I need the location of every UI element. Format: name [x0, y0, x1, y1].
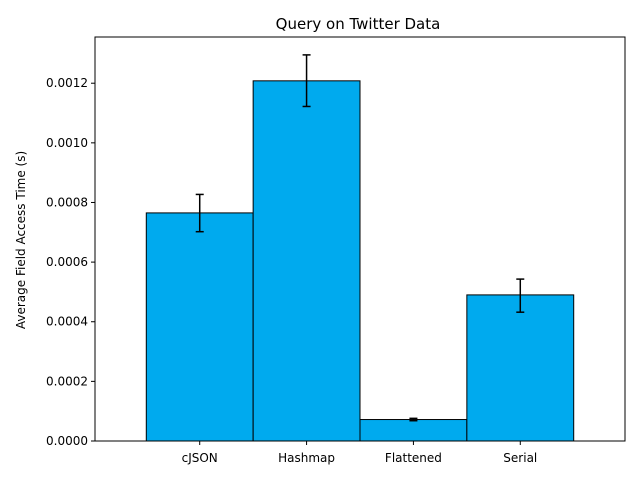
y-axis-label: Average Field Access Time (s)	[14, 151, 28, 329]
x-tick-label-flattened: Flattened	[385, 451, 442, 465]
bar-hashmap	[252, 80, 361, 442]
x-tick-label-hashmap: Hashmap	[278, 451, 335, 465]
y-tick-label-4: 0.0008	[46, 195, 88, 209]
bar-flattened	[359, 419, 468, 442]
x-tick-label-serial: Serial	[503, 451, 537, 465]
bar-cjson	[145, 212, 254, 442]
error-bars-layer	[195, 54, 525, 422]
ticks-layer: cJSON Hashmap Flattened Serial 0.0000 0.0002 0…	[46, 76, 537, 465]
y-tick-label-3: 0.0006	[46, 255, 88, 269]
y-tick-label-1: 0.0002	[46, 374, 88, 388]
axes-layer	[94, 36, 626, 442]
y-tick-label-2: 0.0004	[46, 315, 88, 329]
y-tick-label-0: 0.0000	[46, 434, 88, 448]
x-tick-label-cjson: cJSON	[182, 451, 218, 465]
bars-layer	[145, 80, 575, 442]
y-tick-label-6: 0.0012	[46, 76, 88, 90]
plot-frame	[94, 36, 626, 442]
chart-title: Query on Twitter Data	[276, 15, 441, 33]
y-tick-label-5: 0.0010	[46, 136, 88, 150]
bar-serial	[466, 294, 575, 442]
